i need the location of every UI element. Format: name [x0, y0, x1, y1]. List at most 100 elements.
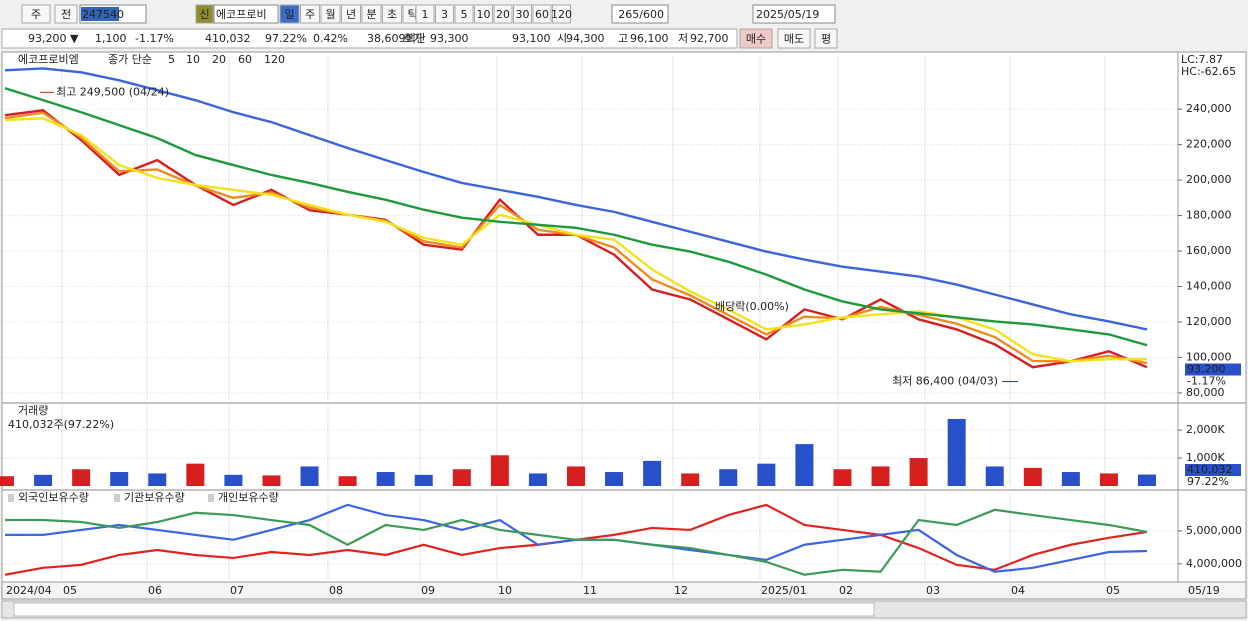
quote-change-pct: -1.17%: [135, 32, 174, 45]
x-tick-label: 05/19: [1188, 584, 1220, 597]
interval-button-box[interactable]: [415, 4, 435, 24]
date-axis-bg: [1, 581, 1247, 600]
current-price: 93,200: [1187, 363, 1226, 376]
quote-amount: 38,609백만: [367, 32, 426, 45]
hc-label: HC:-62.65: [1181, 65, 1236, 78]
interval-button-box[interactable]: [474, 4, 493, 24]
period-button-box[interactable]: [320, 4, 341, 24]
interval-button-box[interactable]: [513, 4, 532, 24]
panel-subtitle: 종가 단순: [108, 53, 152, 66]
x-tick-label: 07: [230, 584, 244, 597]
volume-bar: [947, 418, 966, 486]
period-button: 틱: [407, 8, 417, 21]
stock-name: 에코프로비: [216, 8, 267, 21]
x-tick-label: 2025/01: [761, 584, 807, 597]
quote-high: 96,100: [630, 32, 669, 45]
dividend-label: 배당락(0.00%): [715, 300, 789, 313]
period-button-box[interactable]: [382, 4, 402, 24]
volume-bar: [681, 473, 700, 486]
y-tick-label: 5,000,000: [1186, 524, 1242, 537]
volume-bar: [1099, 473, 1118, 486]
quote-ask: 93,300: [430, 32, 469, 45]
sell-button: 매도: [784, 33, 804, 46]
current-pct: -1.17%: [1187, 375, 1226, 388]
interval-button: 30: [516, 8, 530, 21]
volume-bar: [452, 469, 471, 486]
panel-title: 에코프로비엠: [18, 53, 79, 66]
lc-label: LC:7.87: [1181, 53, 1223, 66]
volume-bar: [567, 466, 585, 486]
legend-entry: 기관보유수량: [124, 491, 185, 504]
volume-bar: [490, 455, 509, 486]
panel-title: 거래량: [18, 404, 48, 417]
y-tick-label: 100,000: [1186, 350, 1232, 363]
period-button: 초: [387, 8, 397, 21]
scroll-thumb[interactable]: [13, 602, 875, 617]
volume-bar: [34, 474, 53, 486]
interval-button-box[interactable]: [435, 4, 454, 24]
axis-bg: [1177, 51, 1247, 583]
volume-bar: [414, 474, 433, 486]
x-tick-label: 08: [329, 584, 343, 597]
x-tick-label: 03: [926, 584, 940, 597]
x-tick-label: 04: [1011, 584, 1025, 597]
quote-ask-label: 호가: [403, 32, 423, 45]
x-tick-label: 12: [674, 584, 688, 597]
period-button: 년: [346, 8, 356, 21]
name-input[interactable]: [213, 4, 279, 24]
x-tick-label: 09: [421, 584, 435, 597]
period-button: 월: [325, 8, 335, 21]
volume-bar: [0, 476, 14, 486]
volume-bar: [224, 474, 243, 486]
y-tick-label: 160,000: [1186, 244, 1232, 257]
quote-open: 94,300: [566, 32, 605, 45]
period-button-box[interactable]: [341, 4, 361, 24]
interval-button-box[interactable]: [532, 4, 552, 24]
x-tick-label: 05: [1106, 584, 1120, 597]
period-button: 분: [366, 8, 376, 21]
volume-bar: [338, 476, 357, 486]
interval-button: 5: [461, 8, 468, 21]
x-tick-label: 06: [148, 584, 162, 597]
period-button-box[interactable]: [300, 4, 320, 24]
series-line: [4, 67, 1148, 331]
interval-button: 20: [496, 8, 510, 21]
legend-entry: 외국인보유수량: [18, 491, 89, 504]
volume-bar: [300, 466, 319, 486]
interval-button-box[interactable]: [493, 4, 513, 24]
new-badge-box[interactable]: [195, 4, 214, 24]
date-box[interactable]: [752, 4, 836, 24]
period-button: 주: [305, 8, 315, 21]
y-tick-label: 2,000K: [1186, 423, 1225, 436]
quote-turnover: 0.42%: [313, 32, 348, 45]
period-button-box[interactable]: [361, 4, 382, 24]
series-line: [4, 87, 1148, 347]
quote-high-label: 고: [618, 32, 628, 45]
volume-bar: [148, 473, 167, 486]
volume-bar: [1061, 472, 1080, 486]
avg-button-box[interactable]: [814, 28, 838, 49]
y-tick-label: 120,000: [1186, 315, 1232, 328]
plot-bg: [1, 51, 1179, 583]
y-tick-label: 220,000: [1186, 138, 1232, 151]
sell-button-box[interactable]: [777, 28, 811, 49]
interval-button-box[interactable]: [454, 4, 474, 24]
count-box[interactable]: [611, 4, 669, 24]
market: 주: [31, 8, 41, 21]
prev-box[interactable]: [54, 4, 78, 24]
y-tick-label: 80,000: [1186, 386, 1225, 399]
y-tick-label: 240,000: [1186, 102, 1232, 115]
interval-button-box[interactable]: [552, 4, 571, 24]
x-tick-label: 11: [583, 584, 597, 597]
x-tick-label: 02: [839, 584, 853, 597]
legend-entry: 10: [186, 53, 200, 66]
legend-entry: 20: [212, 53, 226, 66]
period-button-box[interactable]: [279, 4, 300, 24]
legend-entry: 5: [168, 53, 175, 66]
market-box[interactable]: [21, 4, 51, 24]
interval-button: 1: [422, 8, 429, 21]
volume-bar: [871, 466, 890, 486]
last-box: [1185, 464, 1241, 476]
buy-button-box[interactable]: [739, 28, 773, 49]
buy-button: 매수: [746, 33, 766, 46]
